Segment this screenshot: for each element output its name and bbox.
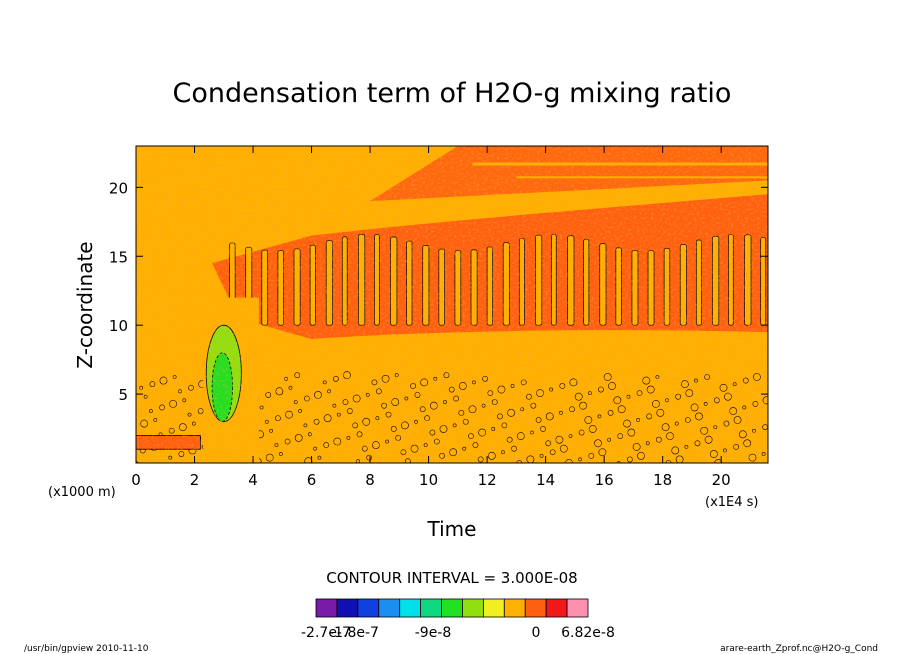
footer-left: /usr/bin/gpview 2010-11-10	[24, 644, 149, 654]
noise-texture	[136, 146, 768, 463]
y-tick-label: 10	[109, 317, 128, 335]
footer-right: arare-earth_Zprof.nc@H2O-g_Cond	[720, 644, 878, 654]
x-axis-label: Time	[427, 517, 477, 541]
colorbar-label: 0	[532, 625, 541, 641]
colorbar-swatch	[336, 598, 359, 618]
colorbar-swatch	[545, 598, 568, 618]
colorbar-swatch	[357, 598, 380, 618]
colorbar-swatch	[441, 598, 463, 618]
colorbar-swatch	[420, 598, 442, 618]
colorbar-swatch	[378, 598, 401, 618]
y-axis-label: Z-coordinate	[73, 241, 97, 368]
x-tick-label: 12	[478, 471, 497, 489]
plot-frame	[135, 145, 769, 464]
colorbar-label: -1.8e-7	[329, 625, 379, 641]
x-tick-label: 6	[307, 471, 317, 489]
x-tick-label: 18	[653, 471, 672, 489]
chart-title: Condensation term of H2O-g mixing ratio	[173, 78, 732, 109]
x-tick-label: 14	[536, 471, 555, 489]
plot-area	[136, 146, 768, 463]
colorbar	[315, 598, 589, 618]
x-tick-label: 16	[595, 471, 614, 489]
x-tick-label: 4	[248, 471, 258, 489]
y-tick-label: 20	[109, 179, 128, 197]
x-tick-label: 2	[190, 471, 200, 489]
x-tick-label: 20	[712, 471, 731, 489]
colorbar-swatch	[315, 598, 338, 618]
colorbar-swatch	[482, 598, 505, 618]
x-tick-label: 10	[419, 471, 438, 489]
x-tick-label: 0	[131, 471, 141, 489]
contour-interval-label: CONTOUR INTERVAL = 3.000E-08	[326, 569, 577, 587]
colorbar-label: 6.82e-8	[561, 625, 615, 641]
x-tick-label: 8	[365, 471, 375, 489]
y-tick-label: 15	[109, 248, 128, 266]
colorbar-swatch	[462, 598, 484, 618]
colorbar-labels: -2.7e-7-1.8e-7 -9e-8 0 6.82e-8	[301, 625, 615, 641]
colorbar-swatch	[566, 598, 589, 618]
colorbar-label: -9e-8	[415, 625, 452, 641]
colorbar-swatch	[524, 598, 547, 618]
colorbar-label: -2.7e-7	[301, 625, 351, 641]
colorbar-swatch	[399, 598, 422, 618]
y-axis-unit: (x1000 m)	[48, 485, 116, 500]
y-tick-label: 5	[118, 386, 128, 404]
colorbar-swatch	[503, 598, 526, 618]
x-axis-unit: (x1E4 s)	[705, 495, 759, 510]
y-axis-ticks: 5 10 15 20	[109, 179, 768, 404]
x-axis-ticks: 0 2 4 6 8 10 12 14 16 18 20	[131, 146, 731, 489]
